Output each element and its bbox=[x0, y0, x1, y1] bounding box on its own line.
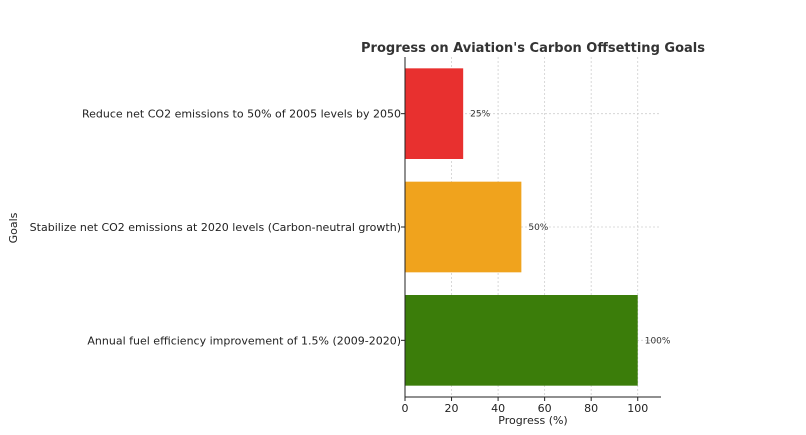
data-label: 25% bbox=[470, 110, 490, 120]
data-label: 50% bbox=[528, 223, 548, 233]
bars bbox=[405, 68, 638, 386]
x-tick-label: 20 bbox=[445, 402, 459, 415]
data-label: 100% bbox=[645, 336, 671, 346]
bar bbox=[405, 181, 522, 273]
labels: 100% Annual fuel efficiency improvement o… bbox=[30, 108, 671, 415]
bar bbox=[405, 295, 638, 386]
y-axis-label: Goals bbox=[7, 212, 20, 243]
category-label: Reduce net CO2 emissions to 50% of 2005 … bbox=[82, 108, 401, 121]
x-axis-label: Progress (%) bbox=[498, 414, 567, 427]
chart-title: Progress on Aviation's Carbon Offsetting… bbox=[361, 41, 705, 56]
category-label: Stabilize net CO2 emissions at 2020 leve… bbox=[30, 221, 401, 234]
x-tick-label: 60 bbox=[538, 402, 552, 415]
category-label: Annual fuel efficiency improvement of 1.… bbox=[87, 334, 401, 347]
axes bbox=[401, 57, 661, 401]
x-tick-label: 0 bbox=[402, 402, 409, 415]
bar bbox=[405, 68, 464, 159]
x-tick-label: 40 bbox=[491, 402, 505, 415]
x-tick-label: 100 bbox=[627, 402, 648, 415]
x-tick-label: 80 bbox=[584, 402, 598, 415]
